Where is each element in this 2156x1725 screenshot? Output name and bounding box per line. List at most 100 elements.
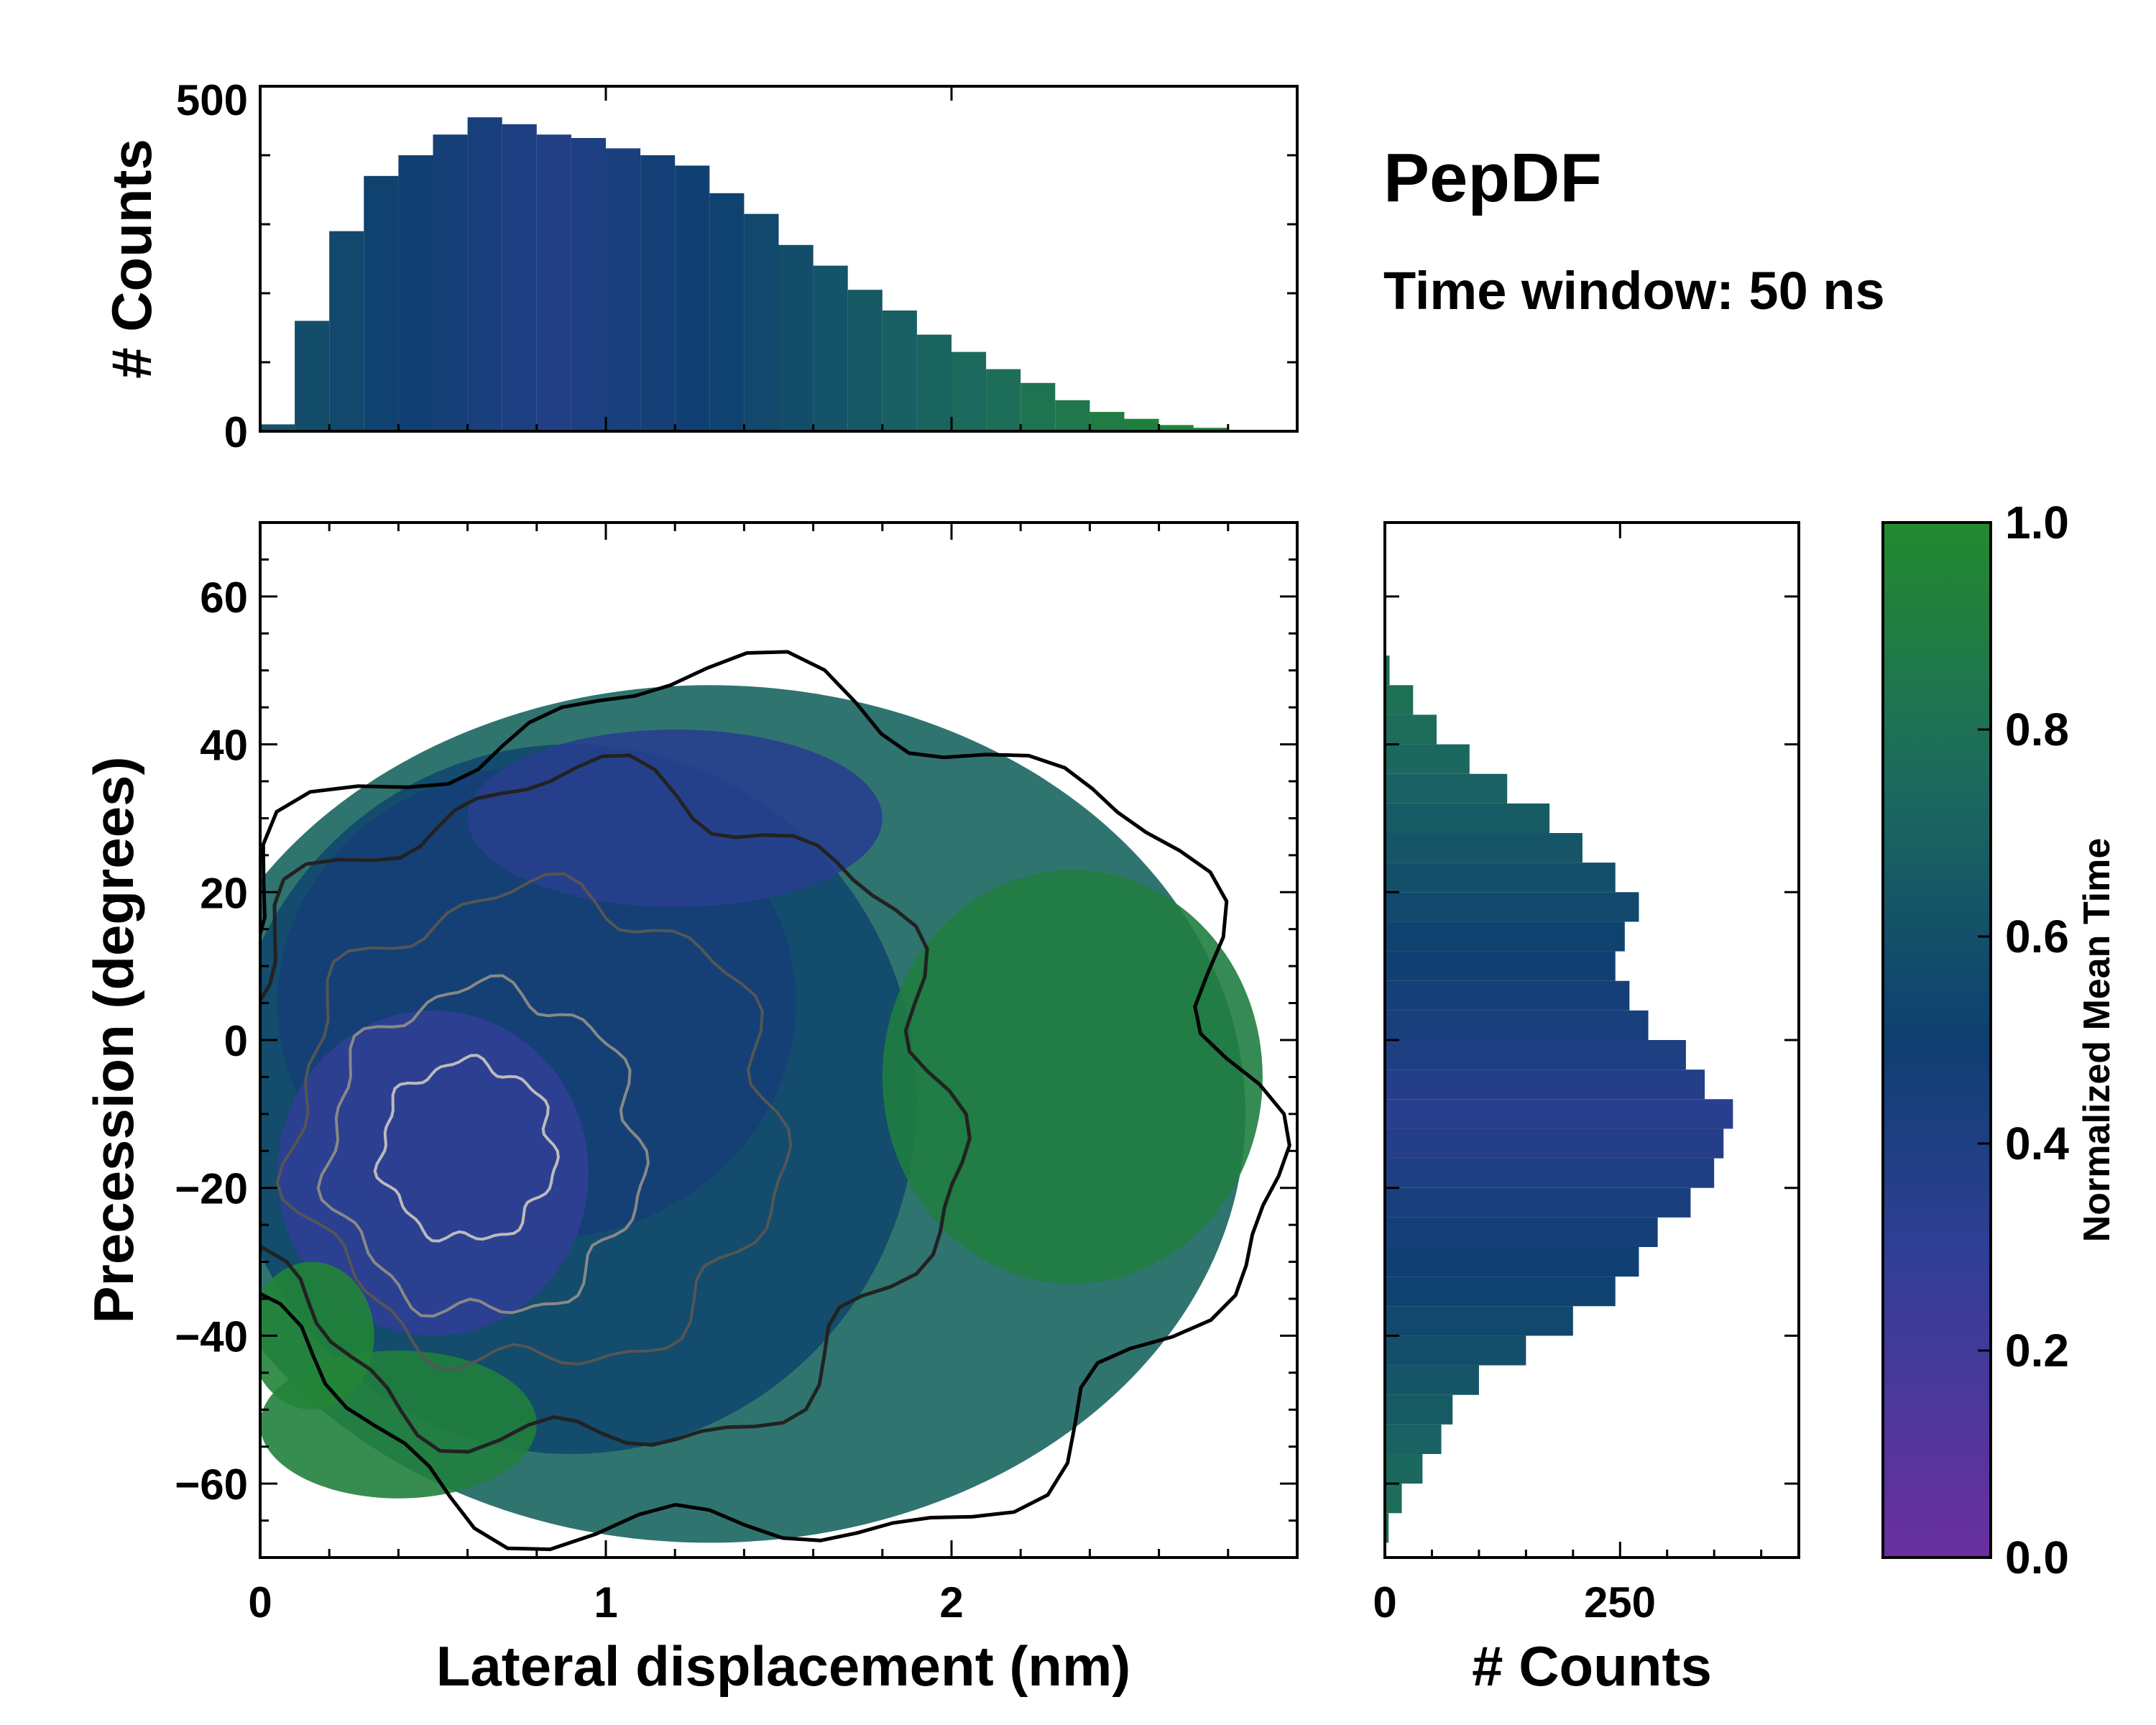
top-histogram-bar (606, 148, 641, 431)
contour-line (275, 872, 793, 1371)
right-histogram-bar (1385, 1513, 1389, 1543)
main-xtick-label: 0 (248, 1578, 272, 1627)
colorbar-tick-label: 0.8 (2005, 704, 2069, 755)
top-histogram-bar (778, 244, 814, 431)
right-histogram-bar (1385, 685, 1414, 715)
colorbar-tick-label: 1.0 (2005, 497, 2069, 548)
top-histogram: 0 500 # Counts (100, 76, 1299, 456)
right-histogram-ticks (1383, 523, 1799, 1558)
top-histogram-bar (709, 193, 745, 431)
top-histogram-bar (675, 165, 710, 431)
top-histogram-bar (640, 155, 676, 431)
top-histogram-bar (1089, 412, 1125, 431)
right-histogram-bar (1385, 1247, 1639, 1277)
main-ytick-label: −20 (175, 1165, 248, 1213)
right-histogram-bar (1385, 1394, 1453, 1425)
right-histogram-bar (1385, 1158, 1715, 1188)
right-histogram-bar (1385, 1217, 1658, 1247)
top-histogram-ticks (259, 85, 1297, 433)
top-ytick-0: 0 (224, 408, 248, 456)
main-ytick-label: −60 (175, 1460, 248, 1509)
heatmap-region (260, 1261, 374, 1410)
top-histogram-bar (295, 321, 330, 431)
top-histogram-bar (744, 213, 779, 431)
right-histogram-bars (1385, 656, 1733, 1543)
top-histogram-ylabel: # Counts (100, 139, 163, 379)
top-histogram-bar (1021, 382, 1056, 431)
right-histogram-bar (1385, 1484, 1402, 1514)
contour-line (260, 650, 1291, 1552)
top-histogram-bar (536, 134, 571, 431)
main-xtick-label: 1 (594, 1578, 617, 1627)
top-histogram-bar (571, 138, 606, 431)
top-histogram-bar (986, 369, 1021, 431)
colorbar-ticks: 0.0 0.2 0.4 0.6 0.8 1.0 (1978, 497, 2069, 1583)
right-histogram: 0 250 # Counts (1373, 521, 1800, 1698)
right-histogram-bar (1385, 714, 1437, 745)
right-histogram-bar (1385, 980, 1630, 1011)
chart-title: PepDF (1383, 139, 1602, 216)
top-histogram-bar (502, 124, 537, 432)
right-histogram-bar (1385, 744, 1470, 774)
top-histogram-bar (882, 310, 917, 431)
chart-subtitle: Time window: 50 ns (1383, 261, 1885, 321)
right-histogram-bar (1385, 892, 1639, 922)
right-histogram-bar (1385, 773, 1508, 804)
top-histogram-bar (260, 424, 295, 431)
top-histogram-bar (398, 155, 433, 431)
top-histogram-bar (916, 334, 952, 431)
contour-lines (260, 650, 1291, 1552)
top-histogram-bar (813, 265, 848, 431)
top-histogram-bars (260, 117, 1263, 432)
colorbar-tick-label: 0.4 (2005, 1118, 2069, 1169)
right-histogram-bar (1385, 1276, 1616, 1307)
right-histogram-bar (1385, 656, 1390, 686)
right-histogram-bar (1385, 951, 1616, 981)
main-xtick-label: 2 (939, 1578, 963, 1627)
right-histogram-bar (1385, 803, 1550, 833)
top-histogram-frame (259, 85, 1299, 433)
right-histogram-bar (1385, 1070, 1705, 1100)
right-histogram-bar (1385, 1306, 1573, 1336)
main-heatmap-ticks (259, 523, 1297, 1558)
main-ytick-label: 40 (200, 722, 248, 770)
top-histogram-bar (329, 231, 364, 431)
top-histogram-bar (364, 175, 399, 432)
main-ytick-label: 60 (200, 574, 248, 622)
top-histogram-bar (467, 117, 502, 431)
right-histogram-bar (1385, 833, 1583, 863)
colorbar-tick-label: 0.0 (2005, 1532, 2069, 1583)
right-histogram-bar (1385, 1099, 1733, 1129)
right-histogram-xlabel: # Counts (1472, 1634, 1712, 1698)
right-histogram-bar (1385, 1335, 1526, 1366)
top-histogram-bar (1055, 400, 1090, 431)
contour-line (373, 1054, 560, 1243)
colorbar-gradient (1881, 521, 1992, 1559)
right-histogram-bar (1385, 1040, 1686, 1070)
right-histogram-bar (1385, 1128, 1724, 1159)
contour-line (260, 753, 972, 1454)
right-histogram-bar (1385, 921, 1625, 952)
right-histogram-bar (1385, 1010, 1649, 1040)
right-xtick-0: 0 (1373, 1578, 1396, 1627)
right-histogram-bar (1385, 862, 1616, 893)
heatmap-region (882, 870, 1263, 1284)
right-xtick-250: 250 (1584, 1578, 1656, 1627)
main-ytick-label: 0 (224, 1017, 248, 1065)
right-histogram-bar (1385, 1365, 1479, 1395)
contour-line (316, 974, 650, 1318)
main-ytick-label: 20 (200, 869, 248, 917)
colorbar: 0.0 0.2 0.4 0.6 0.8 1.0 Normalized Mean Time (1881, 497, 2118, 1583)
main-xlabel: Lateral displacement (nm) (436, 1634, 1131, 1698)
colorbar-tick-label: 0.6 (2005, 911, 2069, 962)
heatmap-region (467, 730, 883, 907)
main-ytick-label: −40 (175, 1312, 248, 1361)
top-histogram-bar (1158, 425, 1194, 431)
right-histogram-bar (1385, 1454, 1423, 1484)
top-histogram-bar (1193, 428, 1228, 431)
main-heatmap: 0 1 2 −60 −40 −20 0 20 40 60 Lateral displacemen… (82, 521, 1299, 1698)
top-histogram-bar (1124, 418, 1159, 431)
right-histogram-bar (1385, 1187, 1691, 1218)
heatmap-cells (260, 685, 1263, 1543)
